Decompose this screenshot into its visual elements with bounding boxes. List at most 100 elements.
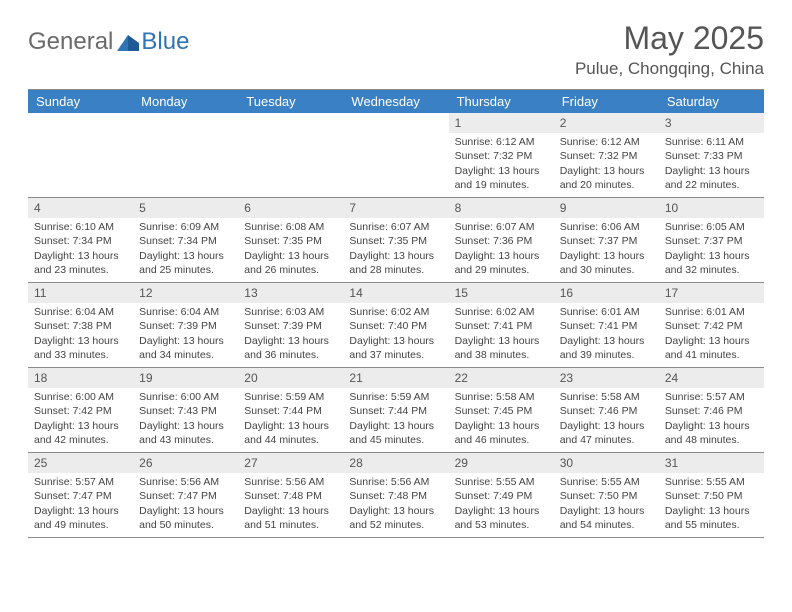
day-number: 10	[659, 198, 764, 218]
day-cell: 31Sunrise: 5:55 AMSunset: 7:50 PMDayligh…	[659, 453, 764, 537]
sunrise-text: Sunrise: 6:01 AM	[665, 305, 758, 319]
day-cell: 13Sunrise: 6:03 AMSunset: 7:39 PMDayligh…	[238, 283, 343, 367]
day-cell: 20Sunrise: 5:59 AMSunset: 7:44 PMDayligh…	[238, 368, 343, 452]
day-info: Sunrise: 6:00 AMSunset: 7:43 PMDaylight:…	[133, 388, 238, 451]
sunrise-text: Sunrise: 6:04 AM	[139, 305, 232, 319]
day-cell: 5Sunrise: 6:09 AMSunset: 7:34 PMDaylight…	[133, 198, 238, 282]
logo-text-general: General	[28, 28, 113, 56]
sunset-text: Sunset: 7:40 PM	[349, 319, 442, 333]
day-cell: 6Sunrise: 6:08 AMSunset: 7:35 PMDaylight…	[238, 198, 343, 282]
daylight-text: Daylight: 13 hours and 39 minutes.	[560, 334, 653, 362]
daylight-text: Daylight: 13 hours and 28 minutes.	[349, 249, 442, 277]
logo-mark-icon	[117, 33, 139, 51]
week-row: 4Sunrise: 6:10 AMSunset: 7:34 PMDaylight…	[28, 198, 764, 283]
day-info: Sunrise: 6:06 AMSunset: 7:37 PMDaylight:…	[554, 218, 659, 281]
sunset-text: Sunset: 7:34 PM	[139, 234, 232, 248]
day-number: 6	[238, 198, 343, 218]
day-header-sunday: Sunday	[28, 90, 133, 113]
day-number: 13	[238, 283, 343, 303]
sunrise-text: Sunrise: 5:57 AM	[665, 390, 758, 404]
day-cell: 27Sunrise: 5:56 AMSunset: 7:48 PMDayligh…	[238, 453, 343, 537]
day-number: 22	[449, 368, 554, 388]
sunrise-text: Sunrise: 6:02 AM	[455, 305, 548, 319]
day-number: 26	[133, 453, 238, 473]
day-header-thursday: Thursday	[449, 90, 554, 113]
calendar-grid: Sunday Monday Tuesday Wednesday Thursday…	[28, 89, 764, 538]
day-header-row: Sunday Monday Tuesday Wednesday Thursday…	[28, 90, 764, 113]
daylight-text: Daylight: 13 hours and 52 minutes.	[349, 504, 442, 532]
daylight-text: Daylight: 13 hours and 36 minutes.	[244, 334, 337, 362]
day-cell: 9Sunrise: 6:06 AMSunset: 7:37 PMDaylight…	[554, 198, 659, 282]
sunset-text: Sunset: 7:44 PM	[349, 404, 442, 418]
day-header-wednesday: Wednesday	[343, 90, 448, 113]
sunrise-text: Sunrise: 5:59 AM	[349, 390, 442, 404]
sunset-text: Sunset: 7:37 PM	[560, 234, 653, 248]
daylight-text: Daylight: 13 hours and 30 minutes.	[560, 249, 653, 277]
week-row: 18Sunrise: 6:00 AMSunset: 7:42 PMDayligh…	[28, 368, 764, 453]
day-info: Sunrise: 6:07 AMSunset: 7:36 PMDaylight:…	[449, 218, 554, 281]
day-cell: 15Sunrise: 6:02 AMSunset: 7:41 PMDayligh…	[449, 283, 554, 367]
day-info: Sunrise: 5:57 AMSunset: 7:47 PMDaylight:…	[28, 473, 133, 536]
sunset-text: Sunset: 7:39 PM	[139, 319, 232, 333]
day-info: Sunrise: 5:55 AMSunset: 7:49 PMDaylight:…	[449, 473, 554, 536]
sunrise-text: Sunrise: 6:12 AM	[560, 135, 653, 149]
sunrise-text: Sunrise: 5:58 AM	[455, 390, 548, 404]
day-cell: .	[133, 113, 238, 197]
sunset-text: Sunset: 7:35 PM	[244, 234, 337, 248]
sunset-text: Sunset: 7:41 PM	[560, 319, 653, 333]
day-number: 27	[238, 453, 343, 473]
day-cell: 24Sunrise: 5:57 AMSunset: 7:46 PMDayligh…	[659, 368, 764, 452]
day-info: Sunrise: 5:56 AMSunset: 7:48 PMDaylight:…	[343, 473, 448, 536]
sunset-text: Sunset: 7:43 PM	[139, 404, 232, 418]
day-cell: 30Sunrise: 5:55 AMSunset: 7:50 PMDayligh…	[554, 453, 659, 537]
day-cell: 8Sunrise: 6:07 AMSunset: 7:36 PMDaylight…	[449, 198, 554, 282]
daylight-text: Daylight: 13 hours and 32 minutes.	[665, 249, 758, 277]
sunrise-text: Sunrise: 5:56 AM	[244, 475, 337, 489]
day-number: 11	[28, 283, 133, 303]
day-number: 8	[449, 198, 554, 218]
day-info: Sunrise: 6:09 AMSunset: 7:34 PMDaylight:…	[133, 218, 238, 281]
daylight-text: Daylight: 13 hours and 53 minutes.	[455, 504, 548, 532]
daylight-text: Daylight: 13 hours and 38 minutes.	[455, 334, 548, 362]
day-cell: 2Sunrise: 6:12 AMSunset: 7:32 PMDaylight…	[554, 113, 659, 197]
daylight-text: Daylight: 13 hours and 20 minutes.	[560, 164, 653, 192]
sunset-text: Sunset: 7:34 PM	[34, 234, 127, 248]
day-header-friday: Friday	[554, 90, 659, 113]
day-number: 12	[133, 283, 238, 303]
day-number: 9	[554, 198, 659, 218]
sunrise-text: Sunrise: 5:59 AM	[244, 390, 337, 404]
day-number: 18	[28, 368, 133, 388]
week-row: 25Sunrise: 5:57 AMSunset: 7:47 PMDayligh…	[28, 453, 764, 538]
sunrise-text: Sunrise: 5:56 AM	[139, 475, 232, 489]
day-number: 29	[449, 453, 554, 473]
sunset-text: Sunset: 7:38 PM	[34, 319, 127, 333]
daylight-text: Daylight: 13 hours and 25 minutes.	[139, 249, 232, 277]
day-info: Sunrise: 6:02 AMSunset: 7:40 PMDaylight:…	[343, 303, 448, 366]
daylight-text: Daylight: 13 hours and 48 minutes.	[665, 419, 758, 447]
sunset-text: Sunset: 7:44 PM	[244, 404, 337, 418]
sunset-text: Sunset: 7:50 PM	[560, 489, 653, 503]
day-info: Sunrise: 6:04 AMSunset: 7:39 PMDaylight:…	[133, 303, 238, 366]
sunset-text: Sunset: 7:49 PM	[455, 489, 548, 503]
week-row: 11Sunrise: 6:04 AMSunset: 7:38 PMDayligh…	[28, 283, 764, 368]
day-number: 4	[28, 198, 133, 218]
day-cell: .	[343, 113, 448, 197]
sunset-text: Sunset: 7:46 PM	[665, 404, 758, 418]
day-number: 23	[554, 368, 659, 388]
daylight-text: Daylight: 13 hours and 33 minutes.	[34, 334, 127, 362]
sunset-text: Sunset: 7:42 PM	[34, 404, 127, 418]
week-row: ....1Sunrise: 6:12 AMSunset: 7:32 PMDayl…	[28, 113, 764, 198]
day-cell: 28Sunrise: 5:56 AMSunset: 7:48 PMDayligh…	[343, 453, 448, 537]
daylight-text: Daylight: 13 hours and 50 minutes.	[139, 504, 232, 532]
daylight-text: Daylight: 13 hours and 23 minutes.	[34, 249, 127, 277]
day-info: Sunrise: 6:01 AMSunset: 7:41 PMDaylight:…	[554, 303, 659, 366]
day-cell: 16Sunrise: 6:01 AMSunset: 7:41 PMDayligh…	[554, 283, 659, 367]
daylight-text: Daylight: 13 hours and 45 minutes.	[349, 419, 442, 447]
sunrise-text: Sunrise: 5:55 AM	[665, 475, 758, 489]
sunrise-text: Sunrise: 6:05 AM	[665, 220, 758, 234]
day-number: 28	[343, 453, 448, 473]
day-info: Sunrise: 5:59 AMSunset: 7:44 PMDaylight:…	[343, 388, 448, 451]
day-info: Sunrise: 6:01 AMSunset: 7:42 PMDaylight:…	[659, 303, 764, 366]
day-info: Sunrise: 5:55 AMSunset: 7:50 PMDaylight:…	[659, 473, 764, 536]
day-number: 16	[554, 283, 659, 303]
